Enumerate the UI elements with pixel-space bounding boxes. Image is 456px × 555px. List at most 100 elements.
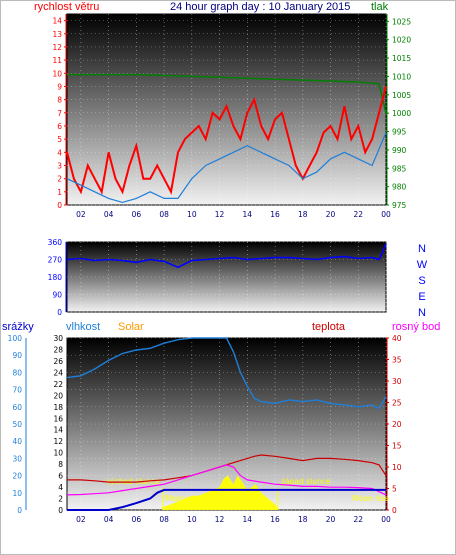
solar-axis-label: 6 <box>58 472 63 481</box>
temperature-axis-label: 25 <box>392 399 402 408</box>
wind-x-tick: 00 <box>381 210 391 219</box>
solar-axis-label: 2 <box>58 495 63 504</box>
humidity-axis-label: 40 <box>12 437 22 446</box>
wind-axis-label: 2 <box>57 175 62 184</box>
humidity-axis-label: 0 <box>17 506 22 515</box>
wind-plot-area <box>67 14 386 205</box>
series-temperature <box>67 454 387 483</box>
climate-x-tick: 06 <box>132 515 142 524</box>
direction-axis-label: 180 <box>48 273 63 282</box>
climate-x-tick: 10 <box>187 515 197 524</box>
solar-axis-label: 28 <box>53 345 63 354</box>
pressure-axis-label: 1010 <box>392 72 411 81</box>
humidity-axis-label: 30 <box>12 454 22 463</box>
pressure-axis-label: 1020 <box>392 36 411 45</box>
temperature-axis-label: 35 <box>392 356 402 365</box>
solar-axis-label: 0 <box>58 506 63 515</box>
wind-axis-label: 7 <box>57 109 62 118</box>
wind-x-tick: 22 <box>353 210 363 219</box>
temperature-axis-label: 20 <box>392 420 402 429</box>
wind-x-tick: 06 <box>132 210 142 219</box>
series-wind-speed <box>66 86 387 195</box>
compass-label: W <box>417 259 428 271</box>
humidity-axis-label: 100 <box>8 334 23 343</box>
temperature-axis-label: 40 <box>392 334 402 343</box>
wind-axis-label: 6 <box>57 122 62 131</box>
temperature-axis-label: 15 <box>392 442 402 451</box>
wind-axis-label: 5 <box>57 135 62 144</box>
solar-axis-label: 4 <box>58 483 63 492</box>
solar-axis-label: 12 <box>53 437 63 446</box>
wind-x-tick: 08 <box>159 210 169 219</box>
rain-label: srážky <box>2 321 34 333</box>
climate-x-tick: 00 <box>381 515 391 524</box>
pressure-axis-label: 995 <box>392 128 407 137</box>
climate-x-tick: 08 <box>159 515 169 524</box>
wind-axis-label: 10 <box>52 69 62 78</box>
compass-label: N <box>418 243 426 255</box>
series-wind-direction <box>66 243 387 269</box>
series-solar <box>162 475 278 510</box>
climate-x-tick: 16 <box>270 515 280 524</box>
wind-axis-label: 13 <box>52 30 62 39</box>
wind-axis-label: 1 <box>57 188 62 197</box>
pressure-axis-label: 980 <box>392 183 407 192</box>
humidity-axis-label: 80 <box>12 368 22 377</box>
solar-axis-label: 18 <box>53 403 63 412</box>
climate-x-tick: 18 <box>298 515 308 524</box>
wind-plot-area-border <box>66 13 387 206</box>
series-dewpoint <box>66 464 387 496</box>
solar-axis-label: 24 <box>53 368 63 377</box>
wind-axis-label: 4 <box>57 148 62 157</box>
humidity-label: vlhkost <box>66 321 100 333</box>
pressure-axis-label: 1015 <box>392 54 411 63</box>
solar-axis-label: 14 <box>53 426 63 435</box>
solar-label: Solar <box>118 321 144 333</box>
wind-axis-label: 8 <box>57 96 62 105</box>
wind-speed-label: rychlost větru <box>34 1 99 13</box>
humidity-axis-label: 60 <box>12 403 22 412</box>
solar-axis-label: 10 <box>53 449 63 458</box>
wind-axis-label: 11 <box>52 56 62 65</box>
wind-x-tick: 18 <box>298 210 308 219</box>
climate-x-tick: 12 <box>215 515 225 524</box>
humidity-axis-label: 10 <box>12 489 22 498</box>
solar-axis-label: 22 <box>53 380 63 389</box>
solar-axis-label: 8 <box>58 460 63 469</box>
direction-axis-label: 270 <box>48 256 63 265</box>
wind-x-tick: 02 <box>76 210 86 219</box>
climate-x-tick: 20 <box>326 515 336 524</box>
wind-axis-label: 0 <box>57 201 62 210</box>
humidity-temperature-panel: 0102030405060708090100024681012141618202… <box>8 334 402 524</box>
wind-x-tick: 16 <box>270 210 280 219</box>
moon-event-label: Moon rise <box>353 494 390 503</box>
sun-event-label: západ slunce <box>281 477 331 486</box>
temperature-axis-label: 0 <box>392 506 397 515</box>
climate-x-tick: 14 <box>243 515 253 524</box>
humidity-axis-label: 90 <box>12 351 22 360</box>
dewpoint-label: rosný bod <box>392 321 440 333</box>
series-pressure <box>67 73 387 114</box>
wind-axis-label: 3 <box>57 161 62 170</box>
wind-x-tick: 20 <box>326 210 336 219</box>
pressure-label: tlak <box>371 1 389 13</box>
temperature-axis-label: 30 <box>392 377 402 386</box>
compass-label: S <box>418 275 425 287</box>
compass-label: E <box>418 291 425 303</box>
solar-axis-label: 20 <box>53 391 63 400</box>
series-wind-average <box>66 132 387 204</box>
series-rain <box>67 488 386 511</box>
climate-x-tick: 22 <box>353 515 363 524</box>
pressure-axis-label: 1005 <box>392 91 411 100</box>
wind-x-tick: 12 <box>215 210 225 219</box>
climate-x-tick: 02 <box>76 515 86 524</box>
solar-axis-label: 30 <box>53 334 63 343</box>
wind-axis-label: 14 <box>52 17 62 26</box>
climate-x-tick: 04 <box>104 515 114 524</box>
humidity-axis-label: 70 <box>12 386 22 395</box>
solar-axis-label: 16 <box>53 414 63 423</box>
pressure-axis-label: 1000 <box>392 109 411 118</box>
compass-label: N <box>418 307 426 319</box>
direction-axis-label: 360 <box>48 238 63 247</box>
